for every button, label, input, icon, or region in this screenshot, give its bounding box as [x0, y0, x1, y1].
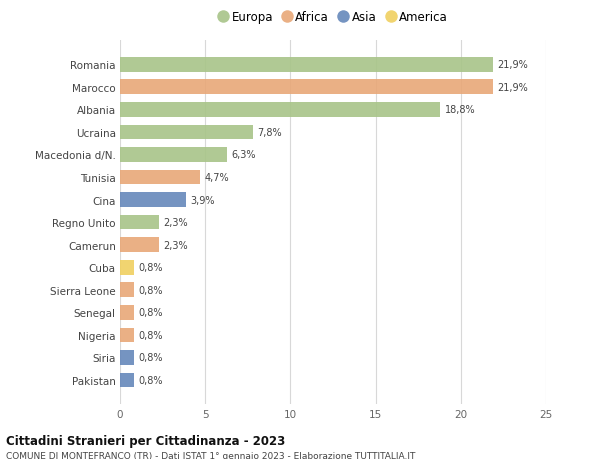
Text: COMUNE DI MONTEFRANCO (TR) - Dati ISTAT 1° gennaio 2023 - Elaborazione TUTTITALI: COMUNE DI MONTEFRANCO (TR) - Dati ISTAT … [6, 451, 415, 459]
Bar [120, 58, 493, 73]
Bar [120, 215, 159, 230]
Bar [120, 238, 159, 252]
Text: 0,8%: 0,8% [138, 263, 163, 273]
Legend: Europa, Africa, Asia, America: Europa, Africa, Asia, America [218, 11, 448, 24]
Text: 7,8%: 7,8% [257, 128, 282, 138]
Bar [120, 305, 134, 320]
Bar [120, 373, 134, 387]
Bar [120, 80, 493, 95]
Text: 21,9%: 21,9% [497, 60, 528, 70]
Text: 4,7%: 4,7% [205, 173, 229, 183]
Bar [120, 125, 253, 140]
Text: 0,8%: 0,8% [138, 308, 163, 318]
Bar [120, 193, 187, 207]
Bar [120, 328, 134, 342]
Bar [120, 148, 227, 162]
Text: 3,9%: 3,9% [191, 195, 215, 205]
Bar [120, 350, 134, 365]
Text: 2,3%: 2,3% [163, 218, 188, 228]
Bar [120, 260, 134, 275]
Text: 2,3%: 2,3% [163, 240, 188, 250]
Text: 18,8%: 18,8% [445, 105, 475, 115]
Text: 0,8%: 0,8% [138, 285, 163, 295]
Text: 21,9%: 21,9% [497, 83, 528, 93]
Bar [120, 103, 440, 118]
Text: 0,8%: 0,8% [138, 330, 163, 340]
Bar [120, 170, 200, 185]
Text: 6,3%: 6,3% [232, 150, 256, 160]
Text: 0,8%: 0,8% [138, 375, 163, 385]
Text: 0,8%: 0,8% [138, 353, 163, 363]
Bar [120, 283, 134, 297]
Text: Cittadini Stranieri per Cittadinanza - 2023: Cittadini Stranieri per Cittadinanza - 2… [6, 434, 285, 447]
